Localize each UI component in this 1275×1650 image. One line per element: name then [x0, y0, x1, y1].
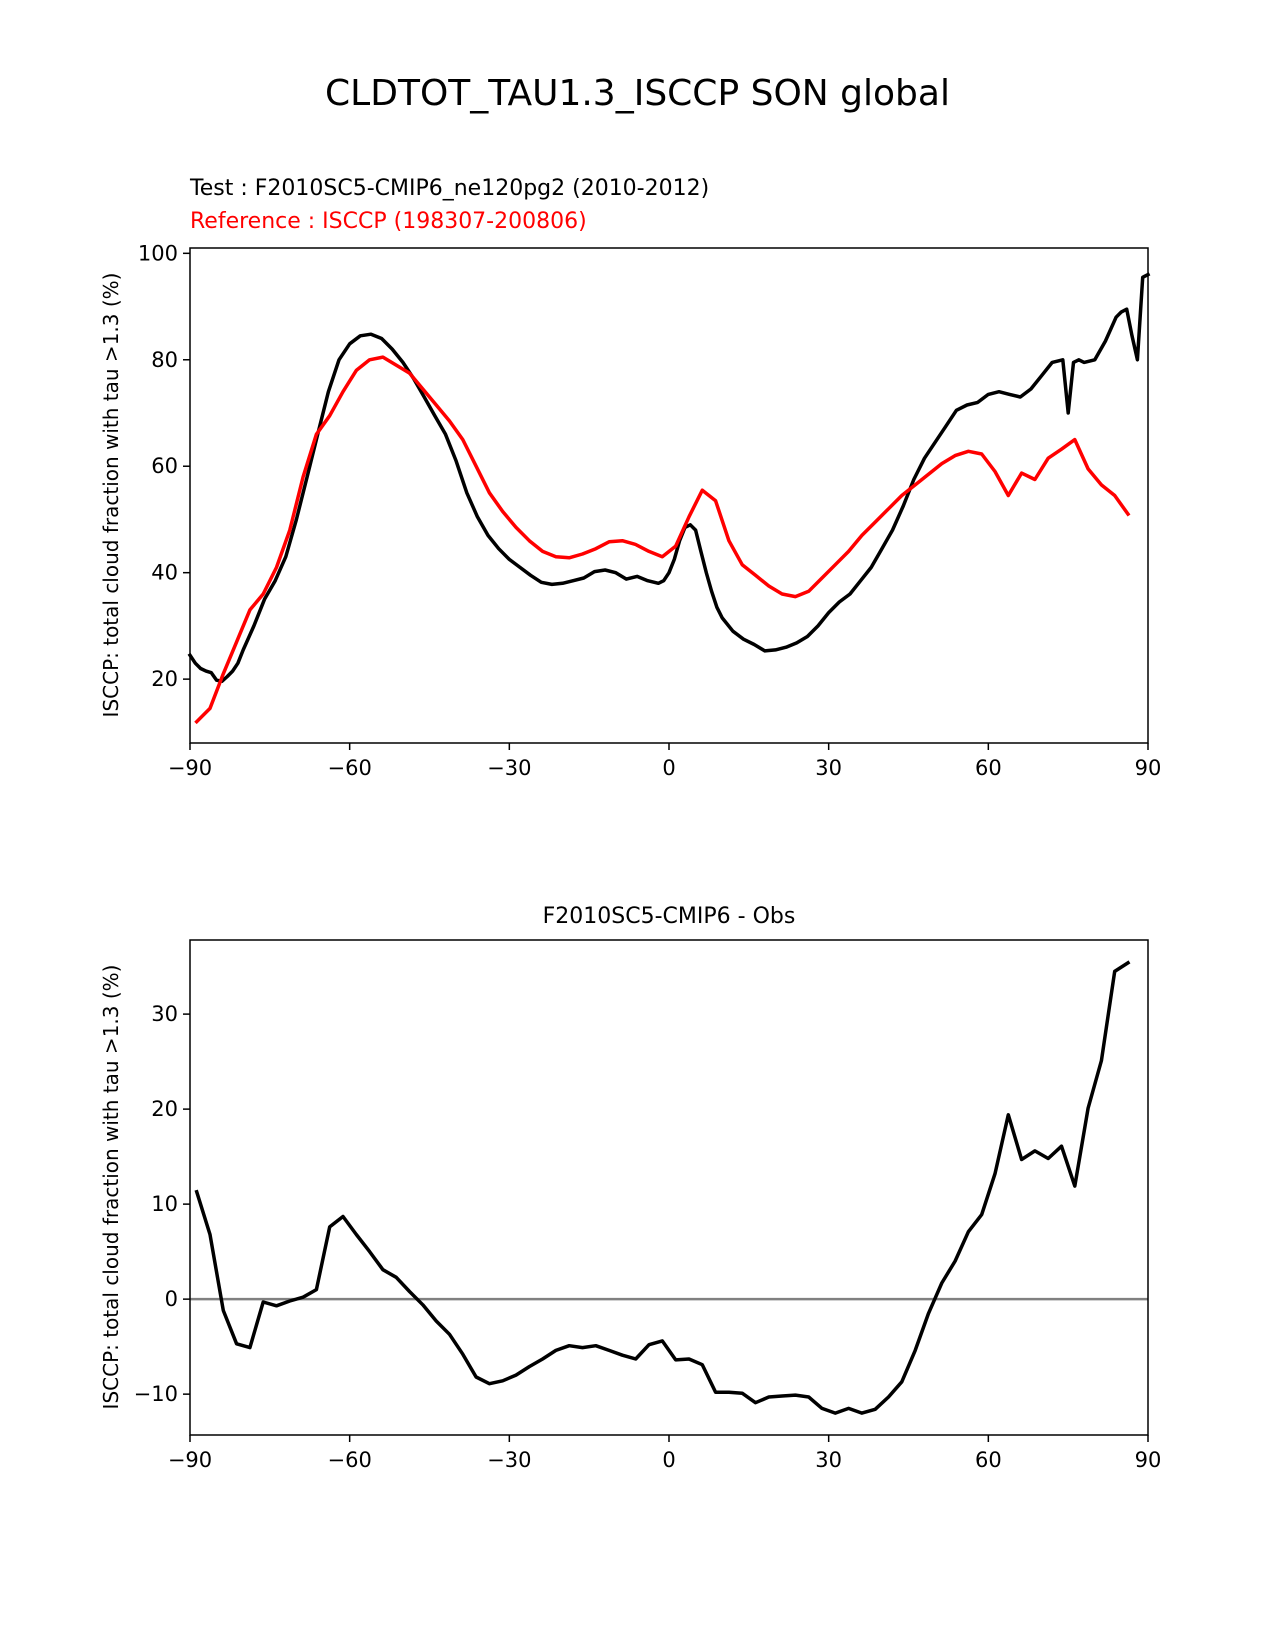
- x-tick-label: 90: [1135, 1448, 1162, 1472]
- y-axis-label: ISCCP: total cloud fraction with tau >1.…: [99, 965, 123, 1410]
- x-tick-label: 60: [975, 756, 1002, 780]
- x-tick-label: 30: [815, 756, 842, 780]
- y-tick-label: −10: [134, 1382, 178, 1406]
- x-tick-label: −90: [168, 756, 212, 780]
- y-tick-label: 100: [138, 241, 178, 265]
- test-label: Test : F2010SC5-CMIP6_ne120pg2 (2010-201…: [190, 176, 710, 201]
- y-tick-label: 60: [151, 454, 178, 478]
- x-tick-label: 90: [1135, 756, 1162, 780]
- top-panel: −90 −60 −30 0 30 60 90 20 40 60 80 100 ISCCP: total …: [99, 241, 1161, 780]
- x-tick-label: −90: [168, 1448, 212, 1472]
- plot-frame: [189, 247, 1149, 744]
- y-tick-label: 80: [151, 348, 178, 372]
- series-line-reference: [194, 355, 1131, 725]
- x-tick-label: −30: [487, 1448, 531, 1472]
- reference-label: Reference : ISCCP (198307-200806): [190, 209, 587, 234]
- x-tick-label: −60: [328, 1448, 372, 1472]
- plot-frame: [189, 939, 1149, 1436]
- y-tick-label: 20: [151, 1097, 178, 1121]
- x-tick-label: −30: [487, 756, 531, 780]
- figure-title: CLDTOT_TAU1.3_ISCCP SON global: [325, 73, 950, 114]
- y-tick-label: 40: [151, 561, 178, 585]
- x-tick-label: −60: [328, 756, 372, 780]
- x-tick-label: 0: [662, 756, 675, 780]
- x-tick-label: 60: [975, 1448, 1002, 1472]
- bottom-panel: −90 −60 −30 0 30 60 90 −10 0 10 20 30 ISCCP: total c…: [99, 939, 1162, 1472]
- x-tick-label: 30: [815, 1448, 842, 1472]
- y-tick-label: 30: [151, 1002, 178, 1026]
- y-tick-label: 0: [165, 1287, 178, 1311]
- x-tick-label: 0: [662, 1448, 675, 1472]
- y-tick-label: 10: [151, 1192, 178, 1216]
- difference-plot-title: F2010SC5-CMIP6 - Obs: [542, 904, 796, 929]
- series-line-test: [187, 272, 1151, 684]
- y-tick-label: 20: [151, 667, 178, 691]
- series-line-difference: [194, 960, 1131, 1415]
- y-axis-label: ISCCP: total cloud fraction with tau >1.…: [99, 273, 123, 718]
